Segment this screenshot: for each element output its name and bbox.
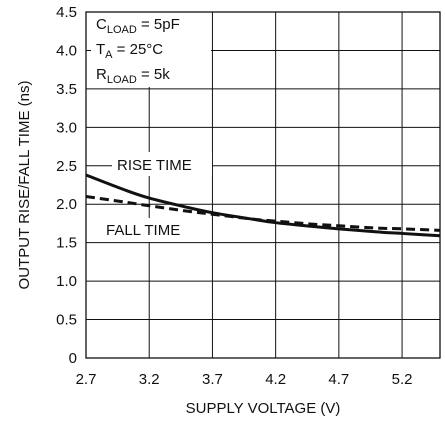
condition-ta: TA = 25°C (96, 41, 163, 61)
fall-time-curve (85, 195, 441, 232)
plot-frame (85, 11, 441, 359)
x-tick-label: 5.2 (392, 371, 413, 388)
x-tick-label: 2.7 (76, 371, 97, 388)
y-tick-label: 0 (69, 350, 77, 367)
x-axis-title: SUPPLY VOLTAGE (V) (186, 400, 341, 417)
fall-time-label: FALL TIME (106, 222, 180, 239)
y-tick-label: 3.0 (56, 119, 77, 136)
rise-time-curve (85, 173, 441, 238)
x-tick-label: 4.7 (328, 371, 349, 388)
conditions-annotation: CLOAD = 5pF TA = 25°C RLOAD = 5k (91, 11, 211, 87)
x-tick-label: 3.7 (202, 371, 223, 388)
fall-time-label-background (102, 218, 190, 242)
grid (86, 12, 440, 358)
y-tick-label: 4.0 (56, 42, 77, 59)
rise-time-label-background (112, 152, 212, 176)
y-tick-label: 0.5 (56, 312, 77, 329)
conditions-background (91, 11, 211, 87)
series-layer (85, 173, 441, 238)
condition-cload: CLOAD = 5pF (96, 16, 180, 36)
y-axis-title: OUTPUT RISE/FALL TIME (ns) (16, 81, 33, 290)
y-tick-label: 1.0 (56, 273, 77, 290)
tick-labels: 2.7 3.2 3.7 4.2 4.7 5.2 0 0.5 1.0 1.5 2.0 2.5 3.0 3.5… (56, 4, 412, 388)
x-tick-label: 3.2 (139, 371, 160, 388)
condition-rload: RLOAD = 5k (96, 66, 170, 86)
y-tick-label: 2.0 (56, 196, 77, 213)
y-tick-label: 4.5 (56, 4, 77, 21)
y-tick-label: 1.5 (56, 235, 77, 252)
y-tick-label: 2.5 (56, 158, 77, 175)
x-tick-label: 4.2 (265, 371, 286, 388)
rise-time-label: RISE TIME (117, 157, 192, 174)
y-tick-label: 3.5 (56, 81, 77, 98)
